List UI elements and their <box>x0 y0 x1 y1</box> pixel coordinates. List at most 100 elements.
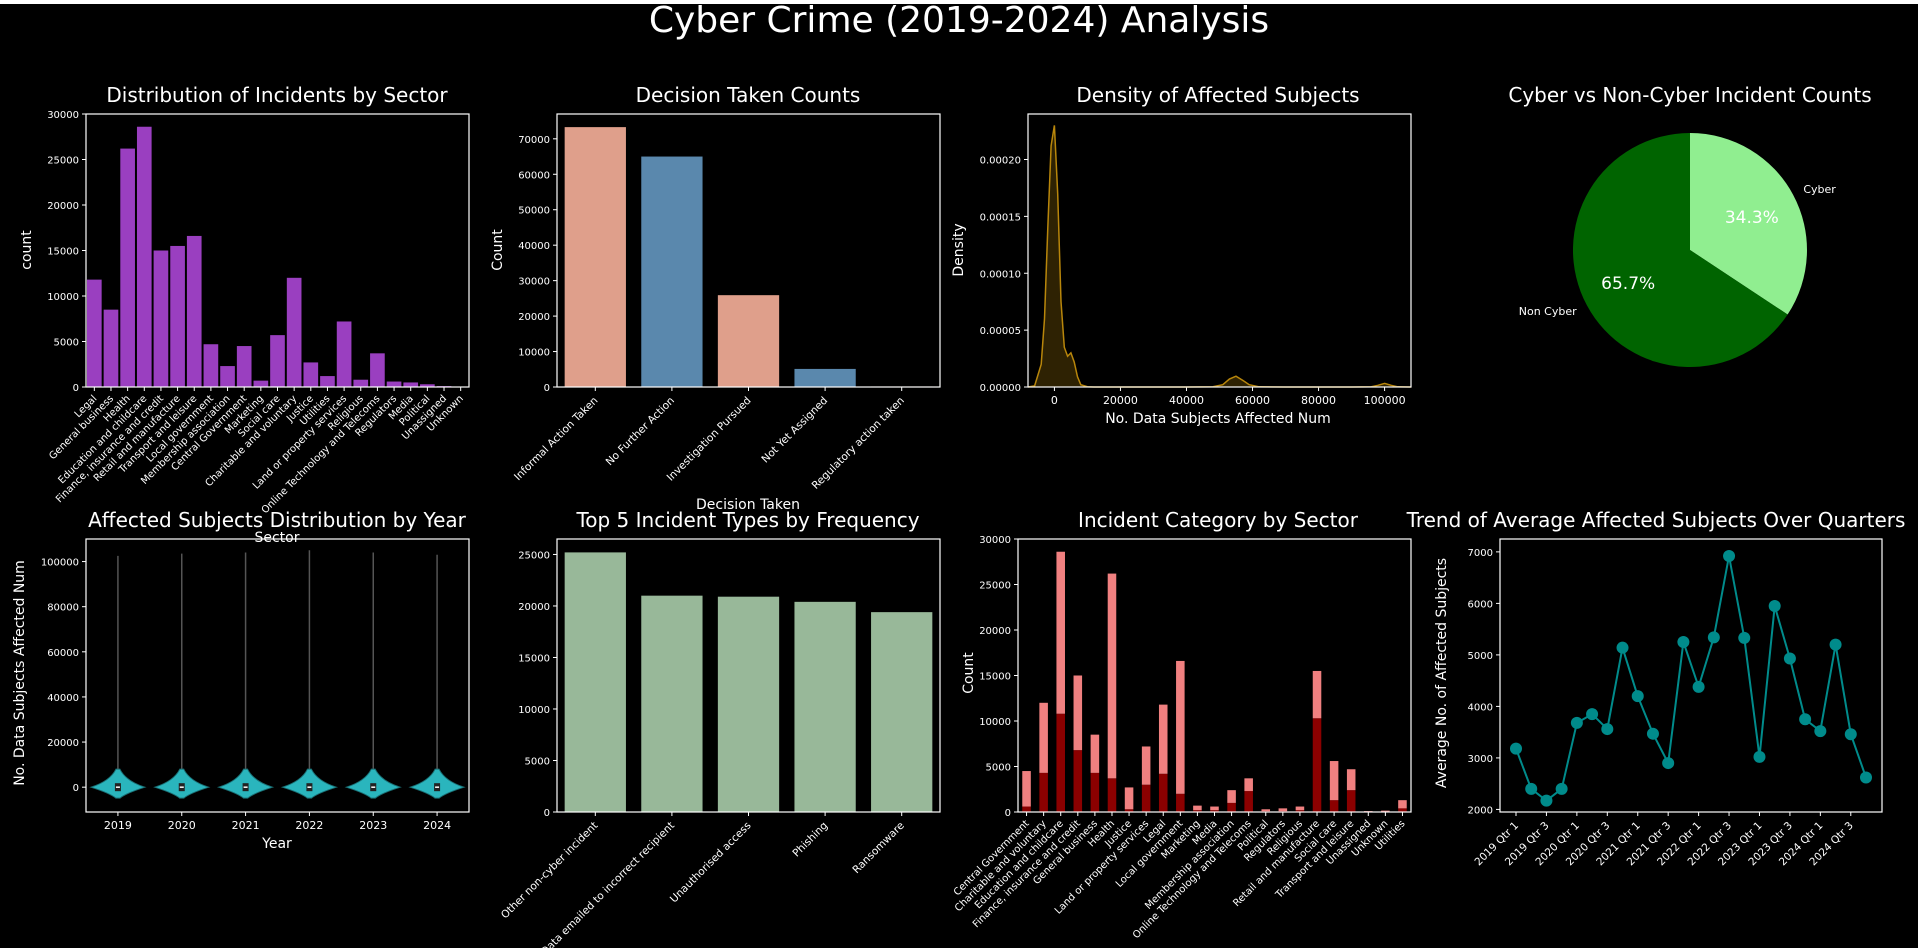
stacked-bar-segment <box>1398 800 1407 809</box>
y-tick-label: 0.00005 <box>980 326 1021 337</box>
bar <box>270 335 285 387</box>
stacked-bar-segment <box>1193 810 1202 812</box>
bar <box>370 353 385 387</box>
y-axis-label: No. Data Subjects Affected Num <box>12 560 28 786</box>
density-area <box>1028 125 1411 388</box>
stacked-bar-segment <box>1158 704 1168 774</box>
trend-point <box>1783 652 1796 665</box>
y-tick-label: 0 <box>544 383 550 394</box>
bar <box>136 126 152 388</box>
bar <box>871 612 933 812</box>
chart-title: Affected Subjects Distribution by Year <box>88 508 467 532</box>
bar <box>170 245 185 387</box>
trend-point <box>1738 631 1751 644</box>
stacked-bar-segment <box>1056 551 1065 714</box>
chart-title: Density of Affected Subjects <box>1076 83 1359 107</box>
y-tick-label: 15000 <box>47 247 79 258</box>
y-tick-label: 40000 <box>518 241 550 252</box>
y-tick-label: 0 <box>73 783 79 794</box>
stacked-bar-segment <box>1124 809 1134 812</box>
x-tick-label: 2023 <box>359 819 387 832</box>
y-tick-label: 20000 <box>979 626 1011 637</box>
trend-point <box>1646 727 1659 740</box>
trend-point <box>1860 771 1872 784</box>
stacked-bar-segment <box>1329 800 1339 812</box>
x-tick-label: 40000 <box>1169 394 1204 407</box>
bar <box>253 380 269 387</box>
y-axis-label: Count <box>961 652 977 694</box>
y-tick-label: 0.00010 <box>980 269 1021 280</box>
y-tick-label: 5000 <box>1468 651 1493 662</box>
y-tick-label: 10000 <box>47 292 79 303</box>
stacked-bar-segment <box>1244 791 1253 812</box>
y-tick-label: 20000 <box>47 738 79 749</box>
stacked-bar-segment <box>1227 790 1236 803</box>
chart-title: Decision Taken Counts <box>636 83 861 107</box>
x-tick-label: 2019 <box>104 819 132 832</box>
stacked-bar-segment <box>1312 718 1322 812</box>
stacked-bar-segment <box>1227 802 1236 812</box>
y-tick-label: 60000 <box>518 170 550 181</box>
density-chart: Density of Affected Subjects No. Data Su… <box>951 83 1412 427</box>
y-tick-label: 4000 <box>1468 702 1493 713</box>
plot-frame <box>1017 538 1412 813</box>
stacked-bar-segment <box>1124 787 1134 810</box>
pie-label: Cyber <box>1803 183 1836 196</box>
pie-slice <box>1690 133 1807 315</box>
trend-point <box>1707 631 1720 644</box>
trend-point <box>1677 636 1690 649</box>
trend-point <box>1616 641 1629 654</box>
y-tick-label: 15000 <box>518 653 550 664</box>
chart-title: Cyber vs Non-Cyber Incident Counts <box>1508 83 1871 107</box>
plot-frame <box>1499 538 1883 813</box>
bar <box>220 366 235 387</box>
y-tick-label: 6000 <box>1468 599 1493 610</box>
y-tick-label: 30000 <box>979 535 1011 546</box>
top5-incident-chart: Top 5 Incident Types by Frequency 0 5000 1… <box>499 508 941 948</box>
y-tick-label: 0.00020 <box>980 156 1021 167</box>
x-tick-label: 2024 <box>423 819 451 832</box>
trend-point <box>1829 638 1842 651</box>
x-tick-label: 100000 <box>1364 394 1406 407</box>
trend-point <box>1844 728 1857 741</box>
trend-point <box>1723 549 1736 562</box>
bar <box>403 382 419 387</box>
y-tick-label: 20000 <box>518 312 550 323</box>
stacked-bar-segment <box>1073 750 1083 812</box>
trend-point <box>1768 599 1781 612</box>
bar <box>564 552 626 812</box>
y-axis-label: Count <box>490 229 506 271</box>
stacked-bar-segment <box>1073 675 1083 751</box>
x-axis-label: Decision Taken <box>696 497 800 513</box>
trend-line <box>1515 555 1867 802</box>
bar <box>186 235 202 387</box>
stacked-bar-segment <box>1022 806 1031 812</box>
y-tick-label: 0 <box>544 808 550 819</box>
y-tick-label: 0 <box>73 383 79 394</box>
stacked-bar-segment <box>1039 772 1048 812</box>
bar <box>420 384 435 387</box>
stacked-bar-segment <box>1381 810 1390 812</box>
x-axis-label: No. Data Subjects Affected Num <box>1105 411 1331 427</box>
pie-slice <box>1572 132 1788 367</box>
cyber-pie-chart: Cyber vs Non-Cyber Incident Counts 34.3%… <box>1508 83 1872 367</box>
stacked-bar-segment <box>1090 772 1100 812</box>
y-tick-label: 3000 <box>1468 754 1493 765</box>
bar <box>353 379 369 387</box>
y-tick-label: 20000 <box>47 201 79 212</box>
y-axis-label: Average No. of Affected Subjects <box>1434 558 1450 788</box>
incident-category-chart: Incident Category by Sector Count 0 5000 1… <box>952 508 1412 941</box>
y-tick-label: 60000 <box>47 648 79 659</box>
stacked-bar-segment <box>1107 778 1117 812</box>
stacked-bar-segment <box>1176 793 1185 812</box>
y-tick-label: 7000 <box>1468 548 1493 559</box>
y-tick-label: 40000 <box>47 693 79 704</box>
y-tick-label: 5000 <box>525 756 550 767</box>
stacked-bar-segment <box>1278 808 1288 812</box>
stacked-bar-segment <box>1346 769 1356 791</box>
x-tick-label: 2022 <box>295 819 323 832</box>
bar <box>87 279 102 387</box>
trend-point <box>1753 750 1766 763</box>
x-tick-label: 2021 <box>232 819 260 832</box>
x-tick-label: 0 <box>1051 394 1058 407</box>
